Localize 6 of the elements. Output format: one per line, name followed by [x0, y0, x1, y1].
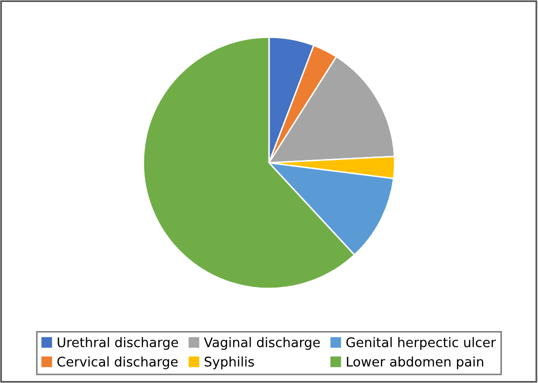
legend-label: Syphilis [204, 356, 254, 370]
legend-label: Cervical discharge [57, 356, 178, 370]
legend-label: Genital herpectic ulcer [346, 337, 496, 350]
legend-label: Vaginal discharge [204, 337, 320, 350]
legend-label: Urethral discharge [58, 337, 178, 350]
legend-label: Lower abdomen pain [346, 356, 484, 370]
